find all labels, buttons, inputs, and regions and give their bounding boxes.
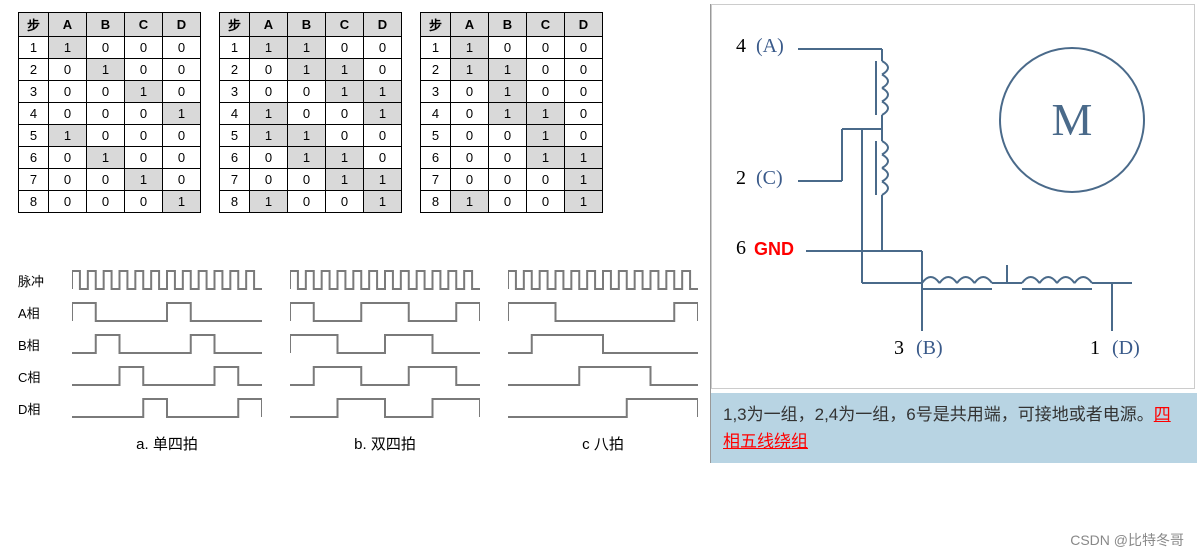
waveforms: 脉冲 A相 B相 C相 D相 a. 单四拍 b. 双四拍 c 八拍 xyxy=(18,269,698,454)
watermark: CSDN @比特冬哥 xyxy=(1070,530,1184,550)
wave-group-c: c 八拍 xyxy=(508,269,698,454)
pin-4: 4 xyxy=(736,35,746,58)
phase-b-label: (B) xyxy=(916,337,943,360)
pin-1: 1 xyxy=(1090,337,1100,360)
wave-label-clock: 脉冲 xyxy=(18,271,44,293)
wave-caption-b: b. 双四拍 xyxy=(290,433,480,454)
phase-c-label: (C) xyxy=(756,167,783,190)
description-box: 1,3为一组，2,4为一组，6号是共用端，可接地或者电源。四相五线绕组 xyxy=(711,393,1197,463)
svg-text:M: M xyxy=(1052,94,1093,145)
step-table-eight: 步ABCD11000211003010040110500106001170001… xyxy=(420,12,603,213)
wave-group-a: a. 单四拍 xyxy=(72,269,262,454)
wave-label-c: C相 xyxy=(18,367,44,389)
wave-row-labels: 脉冲 A相 B相 C相 D相 xyxy=(18,271,44,421)
right-panel: M 4 (A) 2 (C) 6 GND 3 (B) 1 (D) 1,3为一组，2… xyxy=(710,4,1198,463)
step-table-double: 步ABCD11100201103001141001511006011070011… xyxy=(219,12,402,213)
phase-d-label: (D) xyxy=(1112,337,1140,360)
wave-caption-c: c 八拍 xyxy=(508,433,698,454)
wave-group-b: b. 双四拍 xyxy=(290,269,480,454)
step-table-single: 步ABCD11000201003001040001510006010070010… xyxy=(18,12,201,213)
pin-2: 2 xyxy=(736,167,746,190)
left-panel: 步ABCD11000201003001040001510006010070010… xyxy=(18,12,698,454)
wave-label-a: A相 xyxy=(18,303,44,325)
pin-6: 6 xyxy=(736,237,746,260)
phase-a-label: (A) xyxy=(756,35,784,58)
circuit-diagram: M 4 (A) 2 (C) 6 GND 3 (B) 1 (D) xyxy=(711,4,1195,389)
gnd-label: GND xyxy=(754,239,794,260)
wave-label-b: B相 xyxy=(18,335,44,357)
tables-row: 步ABCD11000201003001040001510006010070010… xyxy=(18,12,698,213)
circuit-svg: M xyxy=(712,5,1196,390)
wave-label-d: D相 xyxy=(18,399,44,421)
description-text: 1,3为一组，2,4为一组，6号是共用端，可接地或者电源。 xyxy=(723,405,1154,424)
pin-3: 3 xyxy=(894,337,904,360)
wave-caption-a: a. 单四拍 xyxy=(72,433,262,454)
